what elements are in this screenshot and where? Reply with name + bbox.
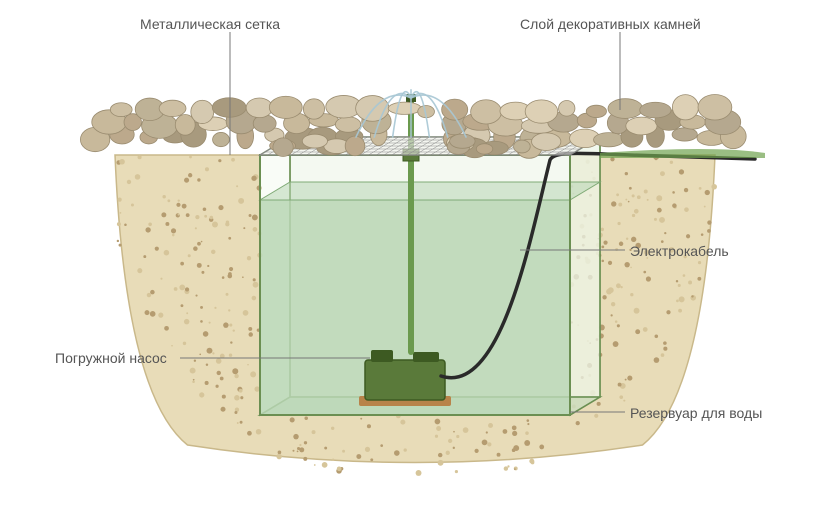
fountain-diagram: [0, 0, 829, 522]
label-stones: Слой декоративных камней: [520, 16, 701, 32]
label-reservoir: Резервуар для воды: [630, 405, 762, 421]
label-pump: Погружной насос: [55, 350, 167, 366]
label-cable: Электрокабель: [630, 243, 729, 259]
label-mesh: Металлическая сетка: [140, 16, 280, 32]
